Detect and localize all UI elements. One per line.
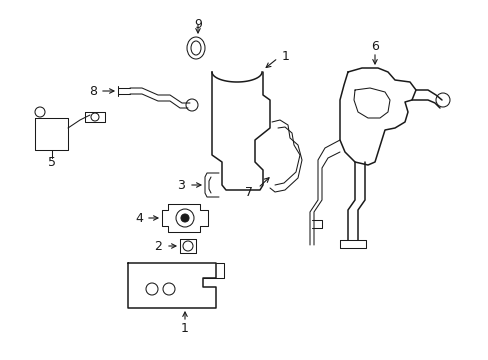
Text: 3: 3 bbox=[177, 179, 184, 192]
Circle shape bbox=[181, 214, 189, 222]
Text: 4: 4 bbox=[135, 212, 142, 225]
Text: 8: 8 bbox=[89, 85, 97, 98]
Text: 1: 1 bbox=[181, 321, 188, 334]
Text: 1: 1 bbox=[282, 50, 289, 63]
Text: 9: 9 bbox=[194, 18, 202, 31]
Text: 2: 2 bbox=[154, 239, 162, 252]
Text: 7: 7 bbox=[244, 185, 252, 198]
Text: 6: 6 bbox=[370, 40, 378, 53]
Text: 5: 5 bbox=[48, 156, 56, 168]
